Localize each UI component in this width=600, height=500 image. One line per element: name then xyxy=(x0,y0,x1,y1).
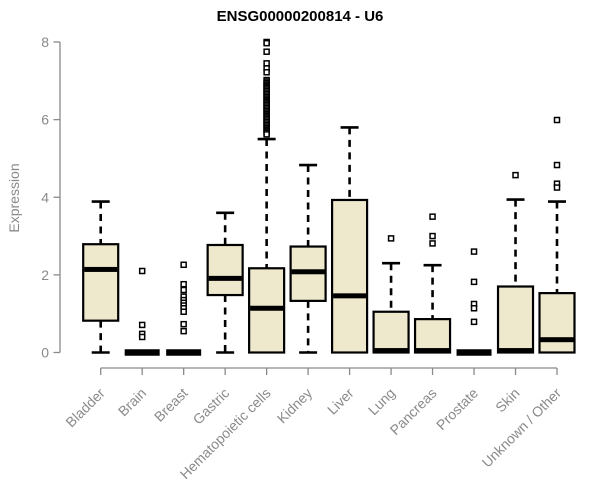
outlier-point xyxy=(387,235,395,242)
box xyxy=(496,285,535,354)
outlier-point xyxy=(180,286,187,294)
flat-box xyxy=(456,349,492,356)
y-tick-label: 2 xyxy=(41,267,49,283)
median-line xyxy=(208,275,242,281)
box xyxy=(413,318,452,354)
outlier-point xyxy=(180,320,187,328)
median-line xyxy=(540,337,574,343)
median-line xyxy=(291,269,325,275)
outlier-point xyxy=(512,171,519,179)
box xyxy=(206,243,244,297)
outlier-point xyxy=(263,69,270,76)
x-tick-label: Kidney xyxy=(274,385,316,427)
outlier-point xyxy=(470,278,478,286)
outlier-point xyxy=(180,261,187,269)
x-tick-label: Lung xyxy=(365,385,398,418)
chart-title: ENSG00000200814 - U6 xyxy=(216,8,384,25)
outlier-point xyxy=(429,232,436,240)
outlier-point xyxy=(553,161,561,169)
outlier-point xyxy=(263,39,270,47)
outlier-point xyxy=(429,240,436,247)
median-line xyxy=(84,266,118,272)
outlier-point xyxy=(470,305,478,312)
median-line xyxy=(416,348,450,354)
x-tick-label: Unknown / Other xyxy=(479,385,565,471)
x-tick-label: Bladder xyxy=(62,385,108,431)
median-line xyxy=(374,348,408,354)
outlier-point xyxy=(470,248,478,255)
x-tick-label: Prostate xyxy=(433,385,481,433)
outlier-point xyxy=(263,48,270,55)
y-tick-label: 0 xyxy=(41,345,49,361)
outlier-point xyxy=(180,327,187,335)
outlier-point xyxy=(553,184,561,191)
outlier-point xyxy=(470,318,478,326)
box xyxy=(330,198,369,354)
outlier-point xyxy=(263,60,270,67)
flat-box xyxy=(124,349,160,356)
x-tick-label: Brain xyxy=(115,385,149,419)
x-tick-label: Breast xyxy=(151,385,191,425)
outlier-point xyxy=(138,267,146,275)
x-tick-label: Liver xyxy=(324,385,357,418)
flat-box xyxy=(166,349,202,356)
outlier-point xyxy=(429,213,436,220)
y-tick-label: 4 xyxy=(41,189,49,205)
outlier-point xyxy=(180,280,187,288)
outlier-point xyxy=(263,131,270,138)
median-line xyxy=(333,293,367,299)
outlier-point xyxy=(180,308,187,315)
box xyxy=(372,310,410,354)
y-tick-label: 6 xyxy=(41,112,49,128)
outlier-point xyxy=(138,321,146,329)
x-tick-label: Skin xyxy=(492,385,523,416)
median-line xyxy=(499,348,533,354)
median-line xyxy=(250,305,284,311)
box xyxy=(82,243,120,322)
y-tick-label: 8 xyxy=(41,34,49,50)
box xyxy=(538,292,576,354)
outlier-point xyxy=(553,116,561,124)
outlier-point xyxy=(138,333,146,341)
